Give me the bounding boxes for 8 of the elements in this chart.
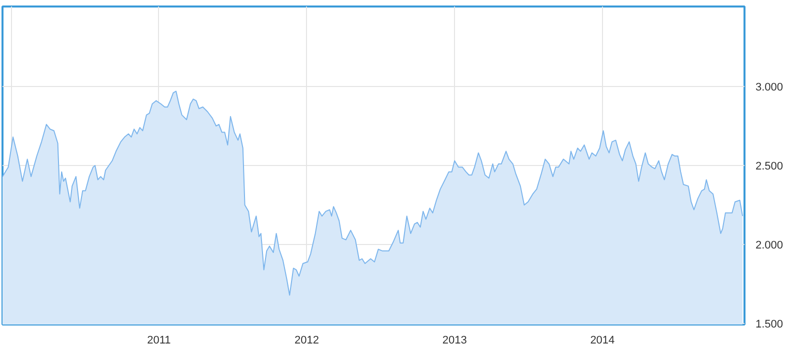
y-tick-label: 1.500: [756, 318, 784, 331]
y-tick-label: 3.000: [756, 81, 784, 94]
x-tick-label: 2011: [147, 334, 171, 346]
y-tick-label: 2.000: [756, 240, 784, 252]
y-tick-label: 2.500: [756, 160, 784, 172]
x-tick-label: 2013: [442, 334, 467, 346]
x-tick-label: 2012: [294, 334, 319, 346]
x-tick-label: 2014: [590, 334, 615, 346]
